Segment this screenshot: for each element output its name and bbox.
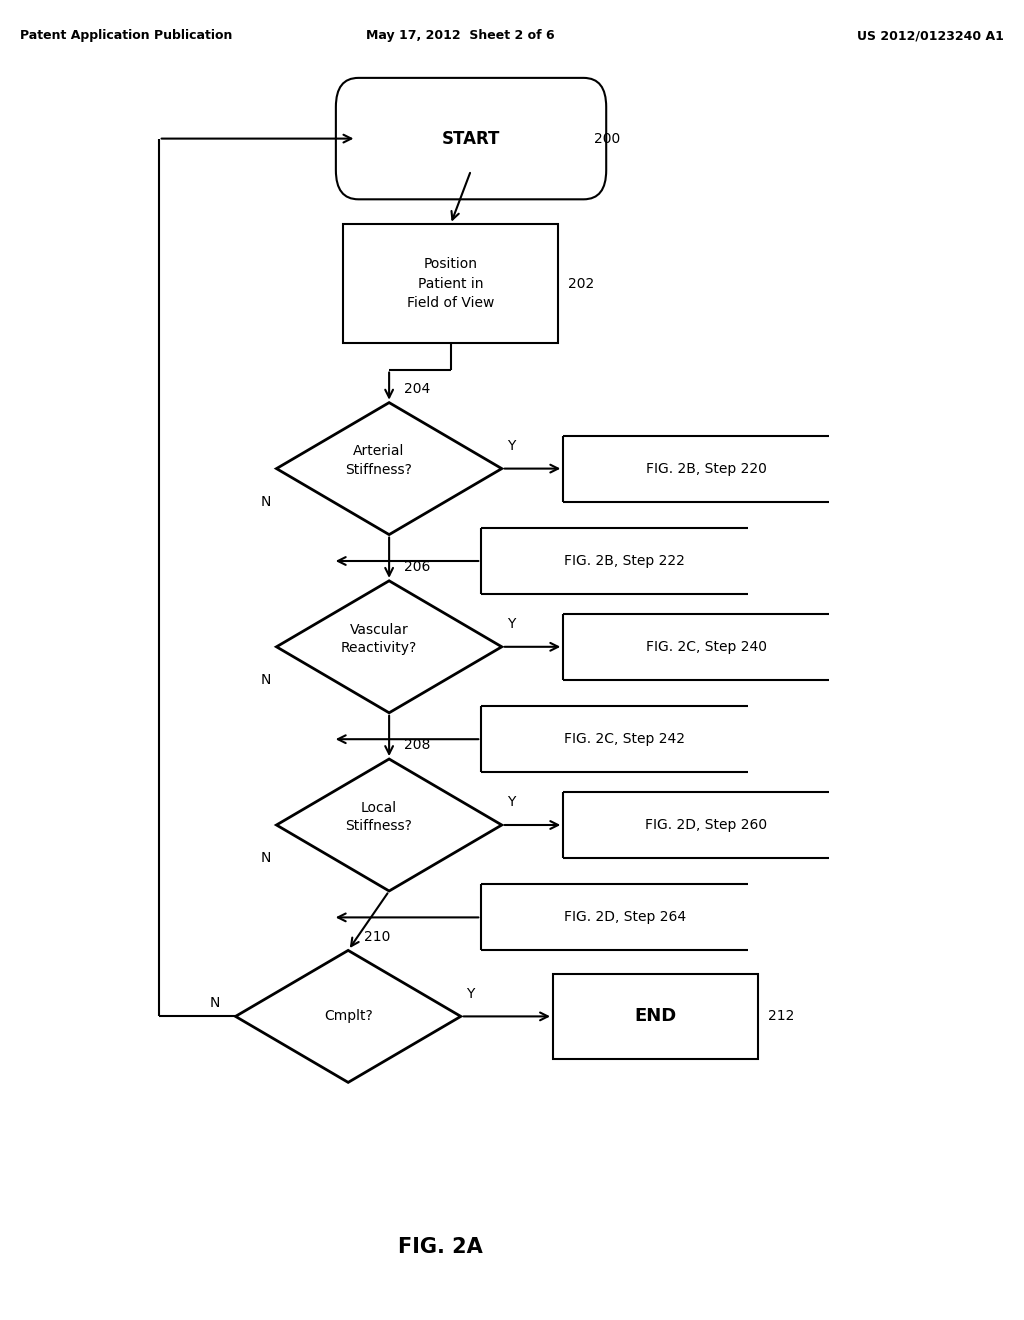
Text: May 17, 2012  Sheet 2 of 6: May 17, 2012 Sheet 2 of 6 — [367, 29, 555, 42]
Text: FIG. 2D, Step 260: FIG. 2D, Step 260 — [645, 818, 768, 832]
Bar — [553, 974, 758, 1059]
Text: FIG. 2C, Step 242: FIG. 2C, Step 242 — [564, 733, 685, 746]
Text: US 2012/0123240 A1: US 2012/0123240 A1 — [857, 29, 1004, 42]
Text: 200: 200 — [594, 132, 621, 145]
Text: N: N — [261, 495, 271, 508]
Text: Y: Y — [466, 986, 474, 1001]
Text: N: N — [210, 997, 220, 1010]
Text: Local
Stiffness?: Local Stiffness? — [345, 801, 413, 833]
Text: 206: 206 — [404, 560, 431, 574]
Text: Y: Y — [507, 795, 515, 809]
Text: FIG. 2A: FIG. 2A — [398, 1237, 482, 1258]
Text: 204: 204 — [404, 381, 431, 396]
Text: 212: 212 — [768, 1010, 795, 1023]
Text: FIG. 2C, Step 240: FIG. 2C, Step 240 — [646, 640, 767, 653]
Text: Position
Patient in
Field of View: Position Patient in Field of View — [407, 257, 495, 310]
Text: N: N — [261, 673, 271, 686]
Text: END: END — [634, 1007, 677, 1026]
Bar — [343, 224, 558, 343]
FancyBboxPatch shape — [336, 78, 606, 199]
Text: Y: Y — [507, 616, 515, 631]
Polygon shape — [276, 759, 502, 891]
Polygon shape — [276, 403, 502, 535]
Text: Patent Application Publication: Patent Application Publication — [20, 29, 232, 42]
Text: FIG. 2B, Step 220: FIG. 2B, Step 220 — [646, 462, 767, 475]
Text: FIG. 2B, Step 222: FIG. 2B, Step 222 — [564, 554, 685, 568]
Polygon shape — [276, 581, 502, 713]
Text: Arterial
Stiffness?: Arterial Stiffness? — [345, 445, 413, 477]
Text: Y: Y — [507, 438, 515, 453]
Text: N: N — [261, 851, 271, 865]
Text: FIG. 2D, Step 264: FIG. 2D, Step 264 — [563, 911, 686, 924]
Text: START: START — [441, 129, 501, 148]
Text: 208: 208 — [404, 738, 431, 752]
Text: 202: 202 — [568, 277, 595, 290]
Text: 210: 210 — [364, 929, 390, 944]
Text: Vascular
Reactivity?: Vascular Reactivity? — [341, 623, 417, 655]
Polygon shape — [236, 950, 461, 1082]
Text: Cmplt?: Cmplt? — [324, 1010, 373, 1023]
